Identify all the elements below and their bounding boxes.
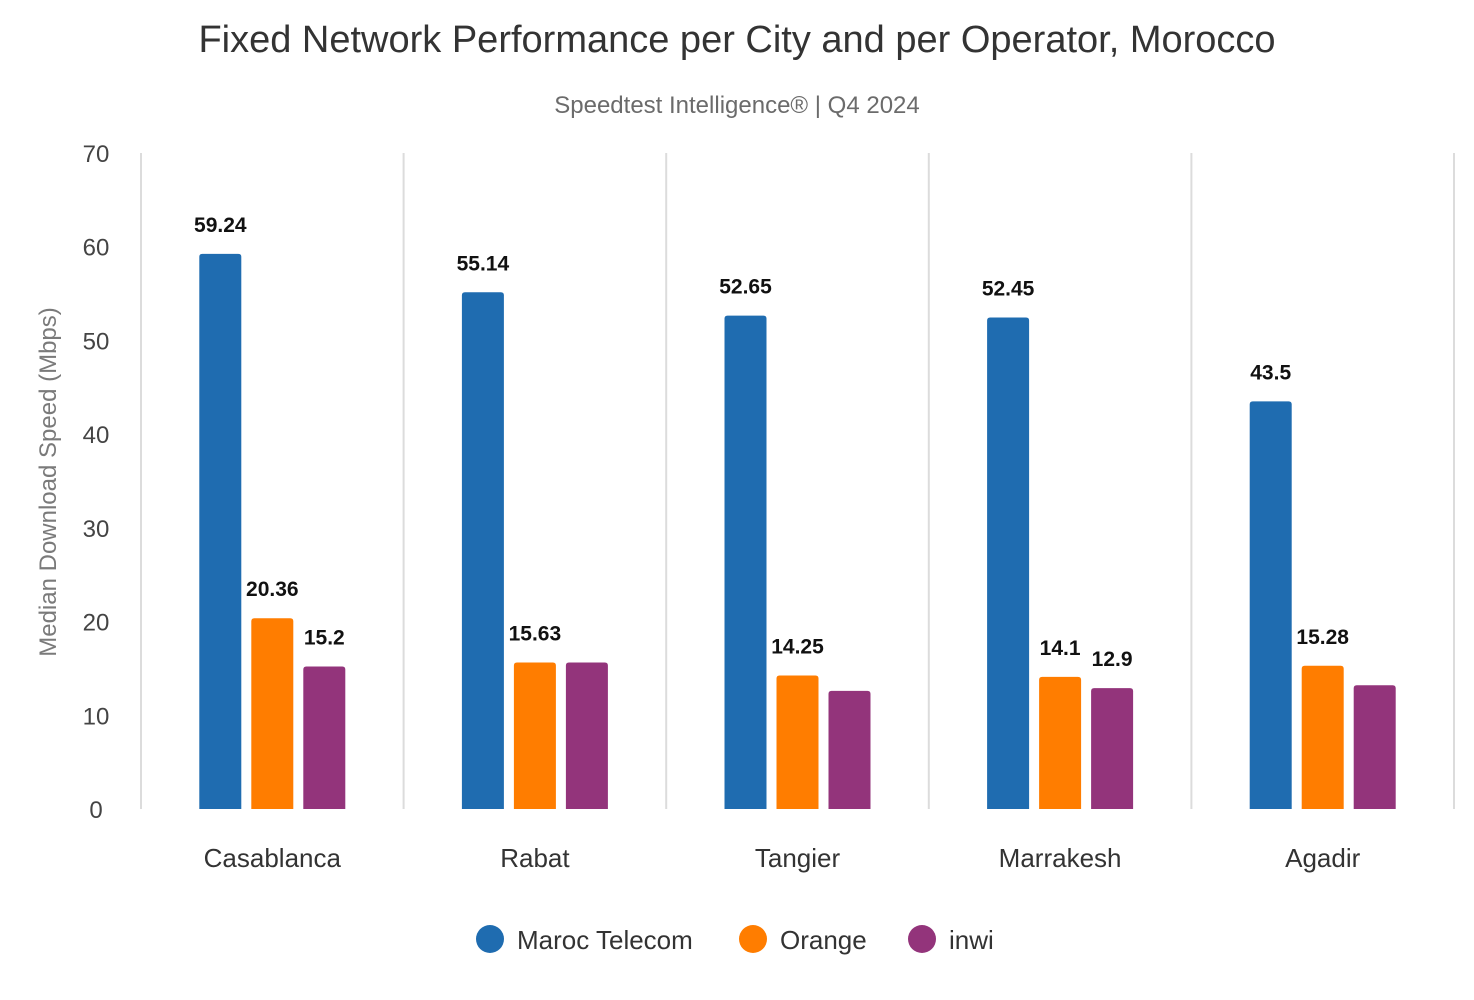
chart-title: Fixed Network Performance per City and p… [198, 19, 1275, 61]
x-tick-label: Rabat [500, 843, 570, 873]
bar [251, 618, 294, 809]
bar [461, 292, 504, 810]
legend: Maroc Telecom Orange inwi [476, 925, 994, 955]
legend-label: inwi [949, 925, 994, 955]
data-label: 14.25 [771, 635, 824, 658]
data-label: 59.24 [194, 214, 247, 237]
data-label: 14.1 [1040, 637, 1081, 660]
x-tick-label: Agadir [1285, 843, 1360, 873]
y-axis-label: Median Download Speed (Mbps) [35, 307, 62, 657]
bar [303, 666, 346, 809]
bar [776, 675, 819, 809]
bar [513, 662, 556, 809]
data-label: 52.65 [719, 276, 772, 299]
y-tick-label: 10 [83, 703, 110, 730]
x-tick-label: Tangier [755, 843, 841, 873]
legend-marker [908, 925, 936, 953]
data-label: 12.9 [1092, 648, 1133, 671]
bar [1039, 676, 1082, 809]
data-labels-group: 59.24 20.36 15.2 55.14 15.63 52.65 14.25 52.45 1… [194, 214, 1349, 671]
y-tick-label: 30 [83, 516, 110, 543]
data-label: 15.2 [304, 627, 345, 650]
bars-group [199, 253, 1396, 810]
chart-subtitle: Speedtest Intelligence® | Q4 2024 [554, 92, 920, 119]
legend-marker [476, 925, 504, 953]
bar [987, 317, 1030, 809]
x-tick-label: Marrakesh [999, 843, 1122, 873]
y-tick-label: 0 [89, 797, 102, 824]
category-separators [140, 153, 1455, 809]
y-tick-label: 40 [83, 422, 110, 449]
legend-marker [739, 925, 767, 953]
bar [1301, 665, 1344, 809]
x-tick-label: Casablanca [204, 843, 342, 873]
bar [1249, 401, 1292, 809]
data-label: 55.14 [457, 252, 510, 275]
legend-label: Orange [780, 925, 867, 955]
y-tick-label: 20 [83, 610, 110, 637]
data-label: 52.45 [982, 277, 1035, 300]
bar [1353, 685, 1396, 809]
y-tick-label: 70 [83, 141, 110, 168]
bar [828, 690, 871, 809]
x-axis-labels: Casablanca Rabat Tangier Marrakesh Agadir [204, 843, 1361, 873]
bar [565, 662, 608, 809]
data-label: 43.5 [1250, 361, 1291, 384]
bar [724, 315, 767, 809]
y-tick-label: 50 [83, 328, 110, 355]
bar [199, 253, 242, 810]
bar [1091, 688, 1134, 809]
legend-label: Maroc Telecom [517, 925, 693, 955]
data-label: 15.63 [509, 623, 562, 646]
data-label: 20.36 [246, 578, 299, 601]
y-tick-label: 60 [83, 235, 110, 262]
y-axis-ticks: 0 10 20 30 40 50 60 70 [83, 141, 110, 824]
data-label: 15.28 [1296, 626, 1349, 649]
